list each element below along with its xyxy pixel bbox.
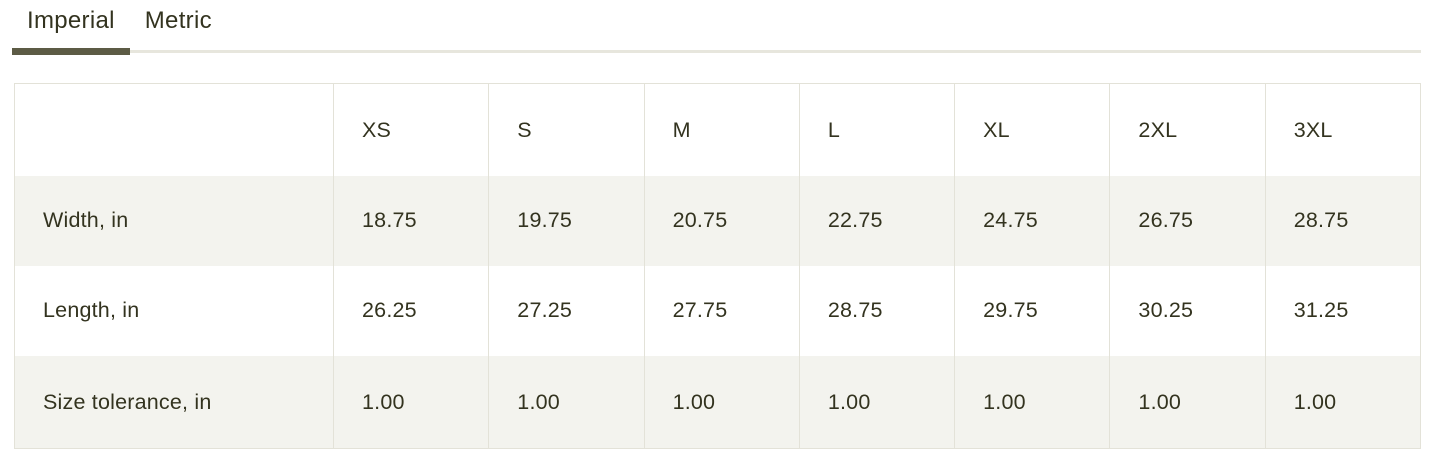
- cell-width-2xl: 26.75: [1109, 175, 1266, 266]
- cell-length-3xl: 31.25: [1264, 265, 1421, 356]
- cell-tolerance-l: 1.00: [798, 355, 955, 449]
- header-cell-2xl: 2XL: [1109, 83, 1266, 176]
- row-label-width: Width, in: [43, 208, 129, 233]
- tab-imperial[interactable]: Imperial: [12, 0, 130, 56]
- header-cell-empty: [15, 84, 334, 176]
- size-chart-table: XS S M L XL 2XL 3XL Width, in 18.75 19.7…: [14, 83, 1421, 450]
- table-row-width: Width, in 18.75 19.75 20.75 22.75 24.75 …: [14, 175, 1421, 266]
- row-label-length: Length, in: [43, 298, 140, 323]
- cell-length-2xl: 30.25: [1109, 265, 1266, 356]
- header-cell-3xl: 3XL: [1264, 83, 1421, 176]
- cell-tolerance-s: 1.00: [488, 355, 645, 449]
- row-label-size-tolerance: Size tolerance, in: [43, 389, 212, 414]
- header-cell-m: M: [643, 83, 800, 176]
- cell-tolerance-xl: 1.00: [954, 355, 1110, 449]
- header-cell-l: L: [798, 83, 955, 176]
- cell-length-l: 28.75: [798, 265, 955, 356]
- cell-length-s: 27.25: [488, 265, 645, 356]
- cell-tolerance-3xl: 1.00: [1264, 355, 1421, 449]
- cell-width-3xl: 28.75: [1264, 175, 1421, 266]
- size-chart-container: XS S M L XL 2XL 3XL Width, in 18.75 19.7…: [14, 83, 1421, 450]
- cell-width-s: 19.75: [488, 175, 645, 266]
- cell-width-m: 20.75: [643, 175, 800, 266]
- cell-width-l: 22.75: [798, 175, 955, 266]
- header-cell-xl: XL: [954, 83, 1110, 176]
- cell-width-xl: 24.75: [954, 175, 1110, 266]
- table-row-length: Length, in 26.25 27.25 27.75 28.75 29.75…: [14, 265, 1421, 356]
- cell-tolerance-2xl: 1.00: [1109, 355, 1266, 449]
- header-row: XS S M L XL 2XL 3XL: [14, 83, 1421, 176]
- header-cell-xs: XS: [332, 83, 489, 176]
- cell-tolerance-m: 1.00: [643, 355, 800, 449]
- cell-length-xs: 26.25: [332, 265, 489, 356]
- tab-metric[interactable]: Metric: [130, 0, 227, 50]
- table-row-size-tolerance: Size tolerance, in 1.00 1.00 1.00 1.00 1…: [14, 355, 1421, 449]
- cell-length-xl: 29.75: [954, 265, 1110, 356]
- cell-tolerance-xs: 1.00: [332, 355, 489, 449]
- header-cell-s: S: [488, 83, 645, 176]
- cell-length-m: 27.75: [643, 265, 800, 356]
- units-tab-bar: Imperial Metric: [12, 0, 1421, 56]
- cell-width-xs: 18.75: [332, 175, 489, 266]
